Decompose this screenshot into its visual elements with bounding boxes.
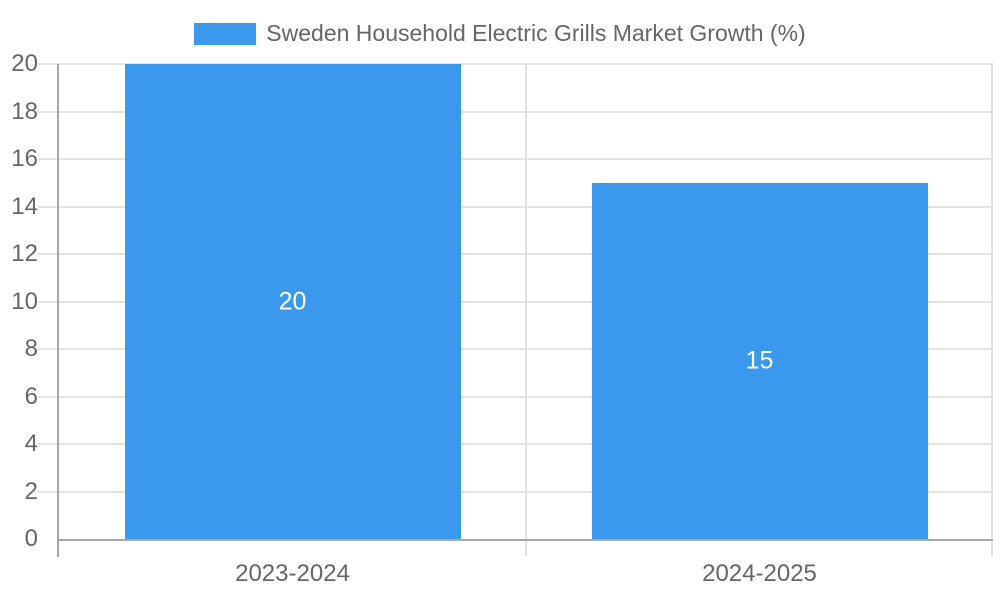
y-axis-tick-label: 6 (24, 382, 38, 410)
gridline-y-4 (38, 443, 993, 445)
legend-label: Sweden Household Electric Grills Market … (266, 20, 806, 46)
y-axis-tick-label: 0 (24, 525, 38, 552)
legend-swatch-icon (194, 22, 257, 45)
gridline-y-2 (38, 490, 993, 493)
y-axis-tick-label: 14 (11, 192, 38, 220)
y-axis-line (57, 64, 59, 557)
x-axis-line (57, 539, 993, 541)
category-boundary-line (525, 64, 527, 556)
gridline-y-20 (38, 63, 993, 65)
plot-area: 20 15 (38, 63, 993, 556)
y-axis-tick-label: 10 (11, 287, 38, 315)
bar-value-label: 20 (278, 287, 307, 315)
gridline-y-18 (38, 110, 993, 113)
x-axis-tick-label: 2024-2025 (702, 560, 817, 587)
gridline-y-16 (38, 158, 993, 160)
bar-2023-2024[interactable]: 20 (124, 64, 461, 539)
bar-value-label: 15 (745, 346, 774, 375)
category-boundary-line (991, 64, 993, 556)
gridline-y-8 (38, 348, 993, 350)
y-axis-tick-label: 16 (11, 145, 38, 172)
bar-2024-2025[interactable]: 15 (591, 182, 928, 539)
x-axis-tick-label: 2023-2024 (235, 560, 350, 587)
y-axis-tick-label: 20 (11, 50, 38, 77)
y-axis-tick-label: 12 (11, 240, 38, 267)
y-axis-tick-label: 8 (24, 335, 38, 362)
y-axis-tick-label: 2 (24, 477, 38, 505)
gridline-y-6 (38, 395, 993, 398)
chart-legend[interactable]: Sweden Household Electric Grills Market … (0, 20, 1000, 47)
y-axis-tick-label: 18 (11, 97, 38, 125)
gridline-y-12 (38, 253, 993, 255)
gridline-y-14 (38, 205, 993, 208)
gridline-y-10 (38, 300, 993, 303)
y-axis-tick-label: 4 (24, 430, 38, 457)
